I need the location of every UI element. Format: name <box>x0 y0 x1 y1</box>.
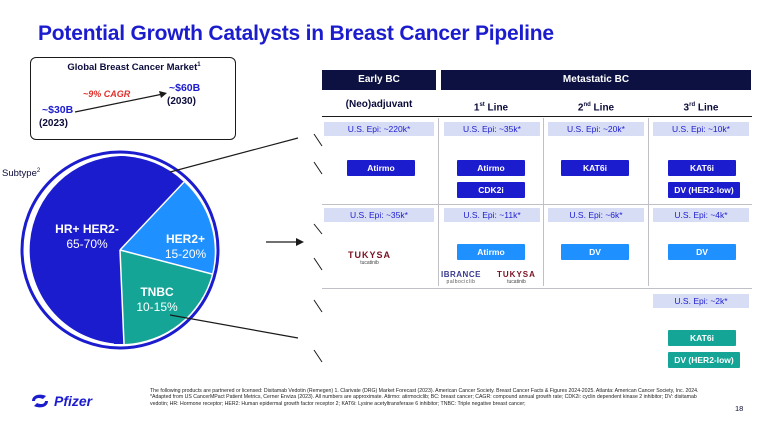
growth-arrow-icon <box>74 91 167 113</box>
subheader-3rd-line: 3rd Line <box>683 102 719 114</box>
header-metastatic-bc: Metastatic BC <box>441 70 751 90</box>
market-title: Global Breast Cancer Market1 <box>67 62 201 74</box>
subtype-pie-chart <box>20 150 220 350</box>
subheader-neoadjuvant: (Neo)adjuvant <box>345 99 413 110</box>
divider <box>322 288 752 289</box>
epi-her2-2nd: U.S. Epi: ~6k* <box>548 208 644 222</box>
epi-her2-1st: U.S. Epi: ~11k* <box>444 208 540 222</box>
epi-her2-3rd: U.S. Epi: ~4k* <box>653 208 749 222</box>
pie-slice-hr-full <box>120 156 184 250</box>
epi-hr-2nd: U.S. Epi: ~20k* <box>548 122 644 136</box>
pill-dv: DV <box>668 244 736 260</box>
subtype-label: Subtype2 <box>2 168 41 180</box>
epi-hr-3rd: U.S. Epi: ~10k* <box>653 122 749 136</box>
epi-her2-neoadj: U.S. Epi: ~35k* <box>324 208 434 222</box>
pill-dv: DV <box>561 244 629 260</box>
footnote: The following products are partnered or … <box>150 388 699 407</box>
page-title: Potential Growth Catalysts in Breast Can… <box>38 22 554 45</box>
pill-kat6i: KAT6i <box>668 160 736 176</box>
pie-label-hr: HR+ HER2- 65-70% <box>55 222 119 251</box>
market-high-year: (2030) <box>167 96 196 107</box>
divider <box>543 118 544 286</box>
ibrance-logo: IBRANCE palbociclib <box>441 270 481 285</box>
page-number: 18 <box>735 404 744 413</box>
divider <box>322 204 752 205</box>
tukysa-logo: TUKYSA tucatinib <box>497 270 536 285</box>
pie-slice-her2 <box>120 182 215 274</box>
market-box: Global Breast Cancer Market1 ~9% CAGR ~$… <box>30 57 236 140</box>
pfizer-wordmark: Pfizer <box>54 393 93 409</box>
epi-tnbc-3rd: U.S. Epi: ~2k* <box>653 294 749 308</box>
market-high-value: ~$60B <box>169 82 201 94</box>
pie-slice-tnbc <box>120 250 212 344</box>
pill-kat6i: KAT6i <box>668 330 736 346</box>
pie-label-her2: HER2+ 15-20% <box>164 232 207 261</box>
divider <box>438 118 439 286</box>
divider <box>322 116 752 117</box>
pill-dv-her2-low: DV (HER2-low) <box>668 182 740 198</box>
pill-atirmo: Atirmo <box>457 244 525 260</box>
pill-atirmo: Atirmo <box>347 160 415 176</box>
cagr-label: ~9% CAGR <box>83 89 131 99</box>
epi-hr-1st: U.S. Epi: ~35k* <box>444 122 540 136</box>
connector-lines <box>170 133 323 363</box>
pill-cdk2i: CDK2i <box>457 182 525 198</box>
subheader-2nd-line: 2nd Line <box>577 102 615 114</box>
epi-hr-neoadj: U.S. Epi: ~220k* <box>324 122 434 136</box>
pill-atirmo: Atirmo <box>457 160 525 176</box>
pill-dv-her2-low: DV (HER2-low) <box>668 352 740 368</box>
pfizer-logo: Pfizer <box>30 392 92 410</box>
subheader-1st-line: 1st Line <box>473 102 509 114</box>
tukysa-logo: TUKYSA tucatinib <box>348 250 392 266</box>
pill-kat6i: KAT6i <box>561 160 629 176</box>
header-early-bc: Early BC <box>322 70 436 90</box>
pfizer-mark-icon <box>32 394 48 408</box>
pie-label-tnbc: TNBC 10-15% <box>136 285 178 314</box>
divider <box>648 118 649 286</box>
market-low-value: ~$30B <box>42 104 74 116</box>
market-low-year: (2023) <box>39 118 68 129</box>
